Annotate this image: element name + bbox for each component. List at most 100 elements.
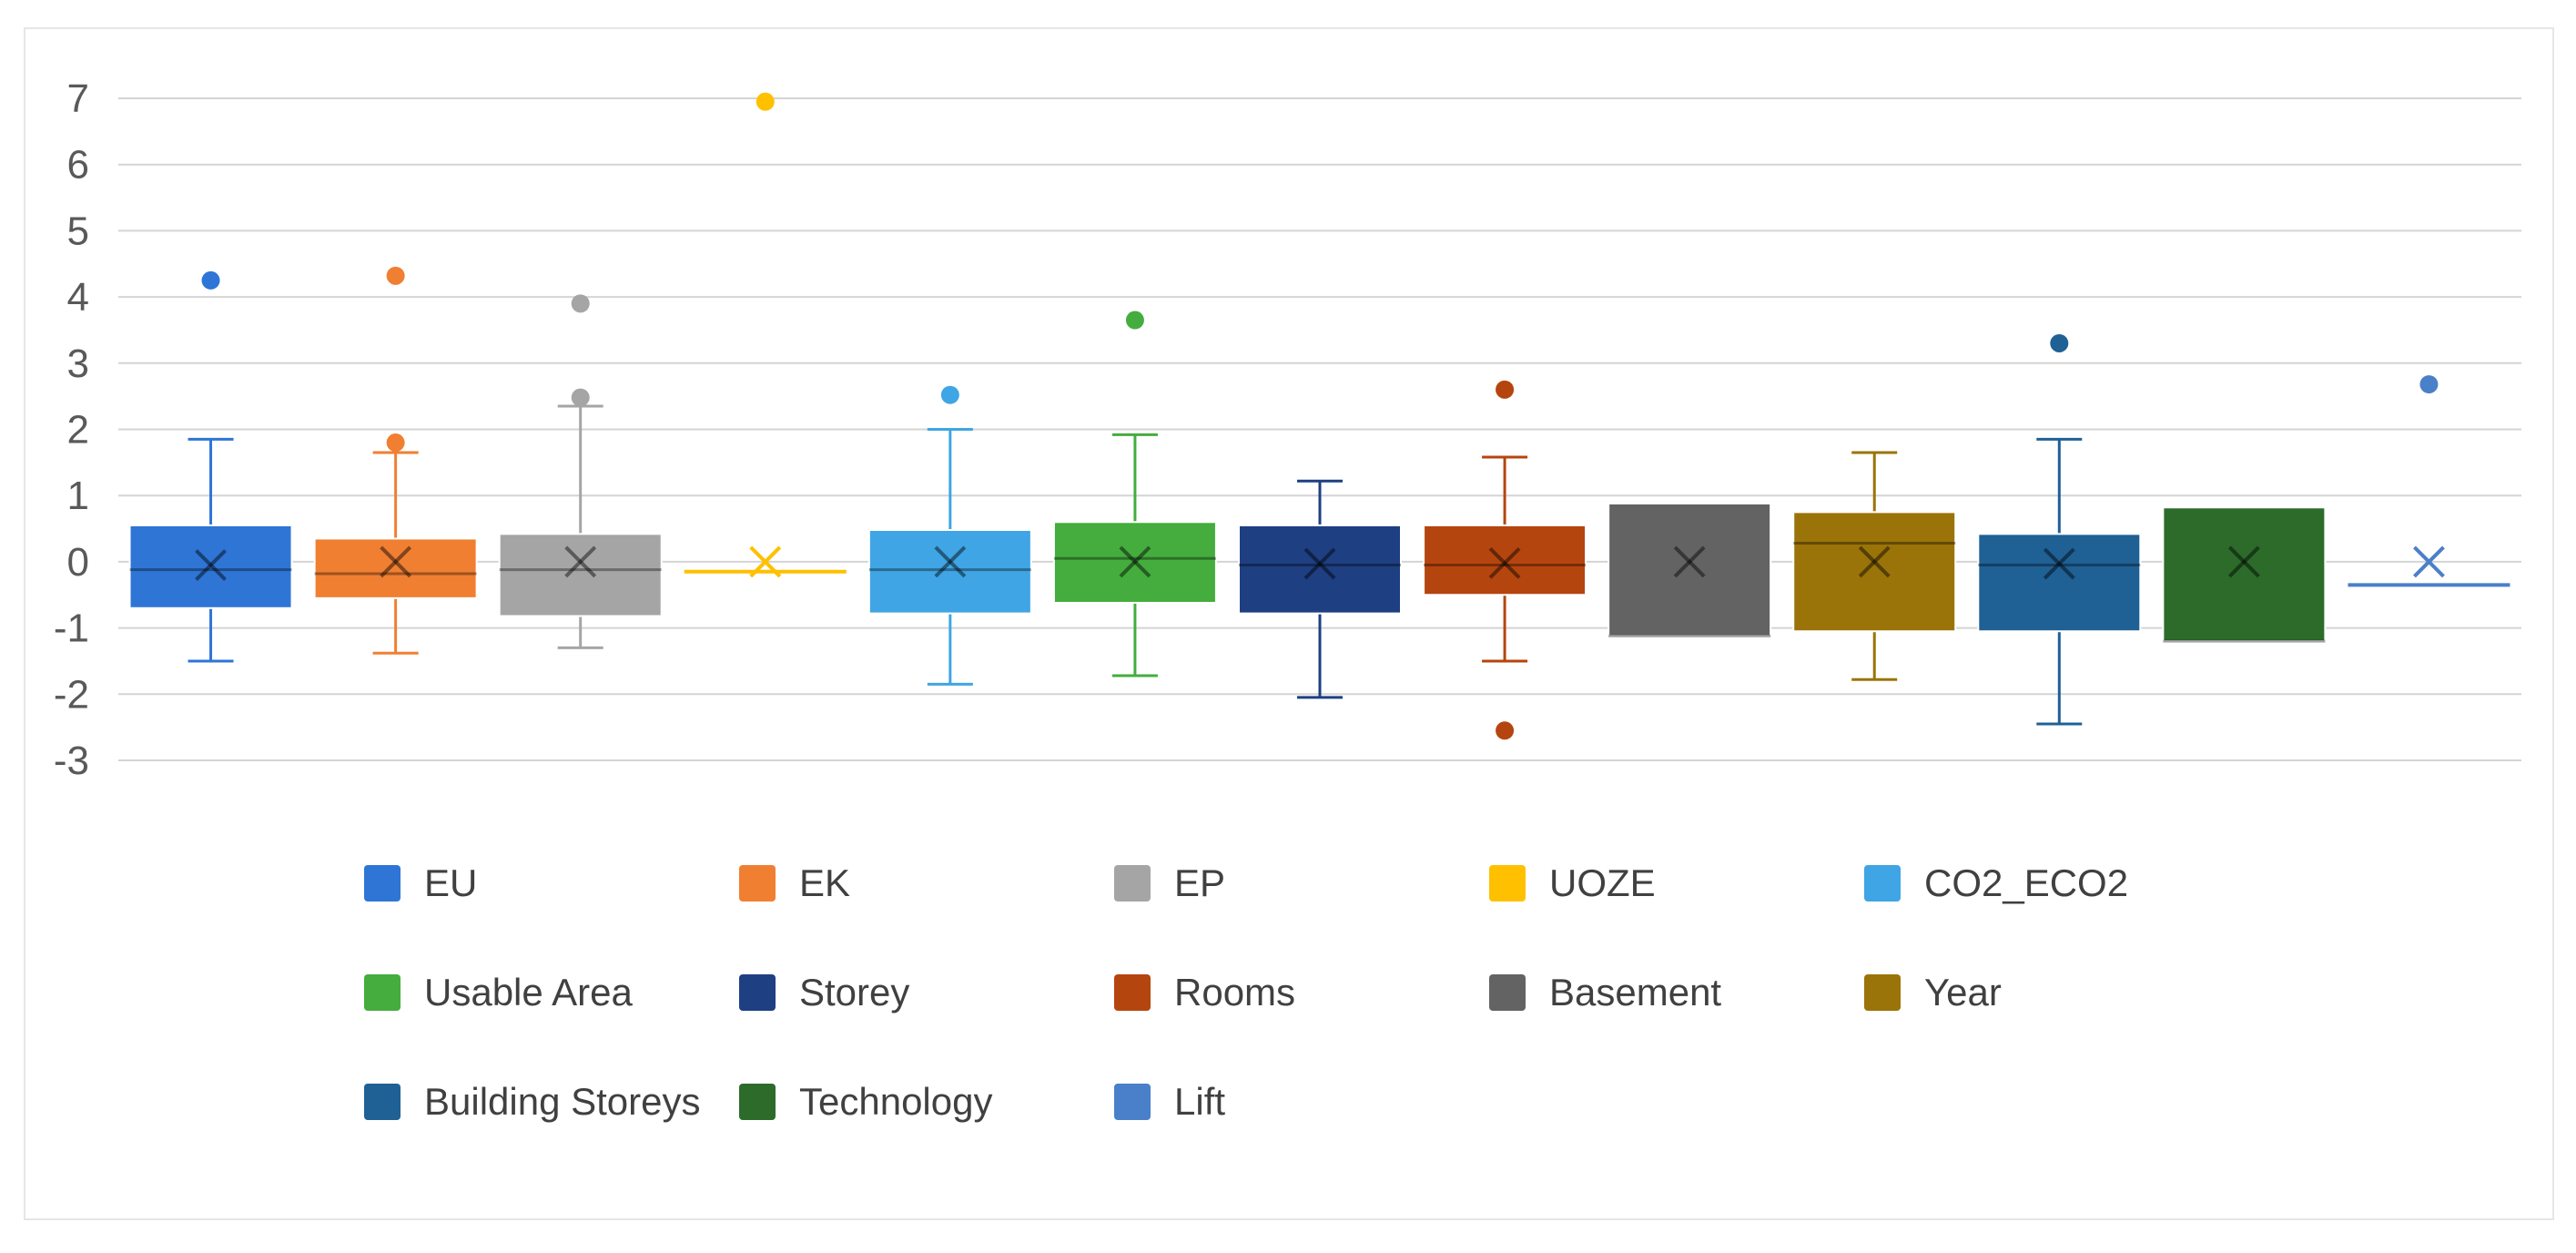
mean-marker [1858,545,1891,578]
mean-marker [934,545,967,578]
box-storey [1238,479,1402,699]
y-tick-label: 4 [67,275,89,320]
legend-item: EK [739,856,850,911]
box-technology [2162,506,2327,643]
outlier-point [386,433,405,453]
y-axis-ticks: 7 6 5 4 3 2 1 0 -1 -2 -3 [54,76,89,783]
outlier-point [2419,375,2439,394]
box-year [1792,451,1957,681]
outlier-point [386,266,405,285]
legend-label: UOZE [1549,861,1656,904]
legend-swatch [1114,865,1151,902]
legend-label: Usable Area [424,971,633,1014]
box-eu [128,270,293,663]
legend-item: UOZE [1489,856,1656,911]
mean-marker [1673,545,1706,578]
y-tick-label: 2 [67,408,89,453]
mean-marker [2227,545,2260,578]
y-tick-label: 7 [67,76,89,121]
box-body [498,533,663,617]
legend-label: Year [1924,971,2002,1014]
legend-item: EU [364,856,477,911]
y-tick-label: 5 [67,209,89,253]
mean-marker [1119,545,1151,578]
box-basement [1607,502,1772,637]
legend-label: EK [799,861,851,904]
legend-label: Building Storeys [424,1080,701,1123]
legend-label: Basement [1549,971,1722,1014]
outlier-point [1496,721,1515,740]
y-tick-label: -3 [54,739,89,783]
mean-marker [1119,545,1151,578]
legend-label: Rooms [1174,971,1296,1014]
y-tick-label: -1 [54,606,89,651]
mean-marker [195,549,227,581]
outlier-point [571,388,590,407]
mean-marker [380,545,412,578]
legend-label: EP [1174,861,1226,904]
legend-item: Technology [739,1075,992,1129]
box-body [1423,524,1587,596]
mean-marker [564,545,597,578]
box-body [1052,521,1217,604]
y-tick-label: 6 [67,143,89,188]
mean-marker [934,545,967,578]
legend-swatch [364,974,401,1011]
box-building-storeys [1977,333,2142,726]
legend-label: CO2_ECO2 [1924,861,2129,904]
mean-marker [2043,547,2075,580]
legend-swatch [1864,974,1901,1011]
legend-swatch [739,974,776,1011]
box-ep [498,294,663,649]
legend-item: Basement [1489,965,1721,1020]
legend-item: CO2_ECO2 [1864,856,2128,911]
mean-marker [1673,545,1706,578]
legend-item: EP [1114,856,1225,911]
legend-item: Storey [739,965,909,1020]
outlier-point [2050,333,2069,352]
y-tick-label: 0 [67,540,89,585]
legend-swatch [364,1084,401,1120]
legend-swatch [364,865,401,902]
mean-marker [1488,546,1521,579]
legend-item: Lift [1114,1075,1225,1129]
box-lift [2348,375,2510,587]
box-plot: 7 6 5 4 3 2 1 0 -1 -2 -3 [54,76,2521,783]
legend-item: Usable Area [364,965,633,1020]
outlier-point [201,270,220,290]
box-body [1607,502,1772,637]
legend-item: Building Storeys [364,1075,701,1129]
box-body [1977,533,2142,633]
mean-marker [1303,547,1336,580]
mean-marker [2227,545,2260,578]
legend-swatch [1114,1084,1151,1120]
legend-label: Technology [799,1080,993,1123]
mean-marker [2043,547,2075,580]
box-usable-area [1052,311,1217,677]
y-tick-label: 3 [67,341,89,386]
legend-label: EU [424,861,478,904]
mean-marker [380,545,412,578]
y-tick-label: -2 [54,672,89,717]
outlier-point [756,92,775,111]
legend-swatch [1114,974,1151,1011]
mean-marker [1488,546,1521,579]
outlier-point [571,294,590,313]
box-body [1792,511,1957,633]
box-body [128,524,293,609]
box-body [1238,524,1402,615]
box-rooms [1423,380,1587,740]
outlier-point [1125,311,1144,330]
box-ek [313,266,478,655]
y-tick-label: 1 [67,474,89,518]
box-uoze [684,92,847,578]
box-body [867,529,1032,615]
legend-swatch [739,865,776,902]
legend-swatch [1489,974,1526,1011]
box-body [2162,506,2327,643]
legend-label: Lift [1174,1080,1226,1123]
mean-marker [1858,545,1891,578]
legend-swatch [739,1084,776,1120]
legend-swatch [1864,865,1901,902]
box-body [313,537,478,599]
